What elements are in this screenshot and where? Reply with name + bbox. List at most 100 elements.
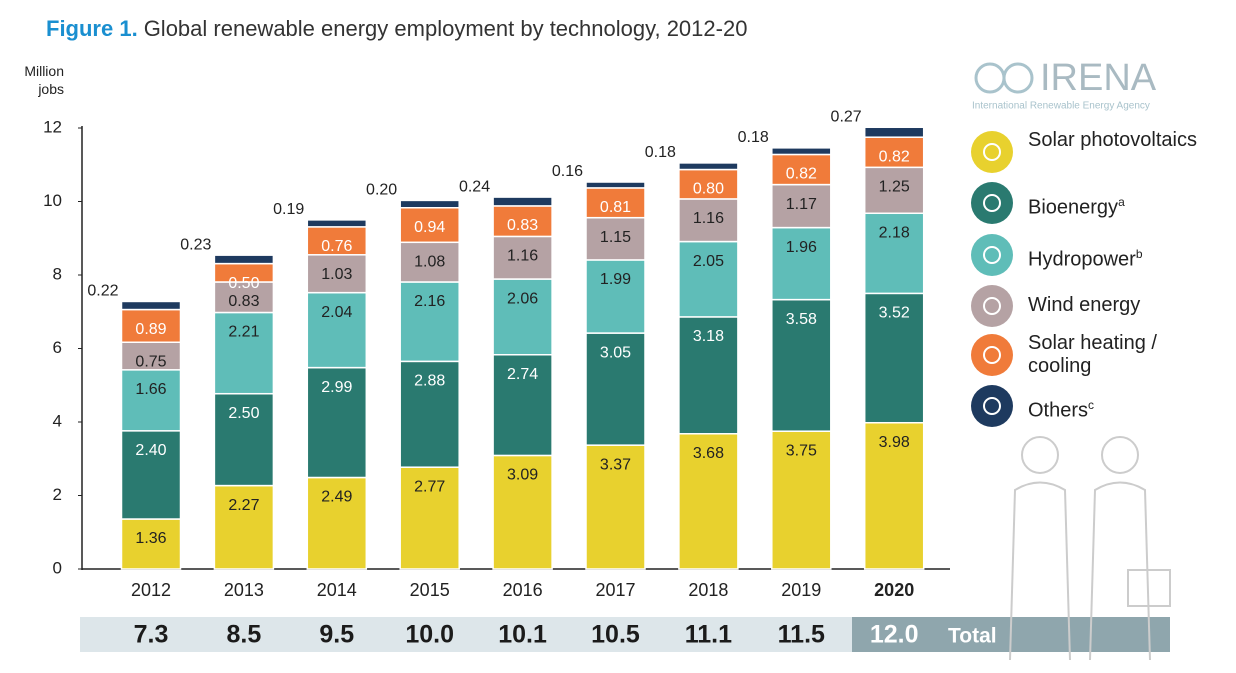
bar-segment	[863, 212, 925, 295]
value-label: 2.88	[414, 373, 445, 390]
value-label: 0.80	[693, 181, 724, 198]
bar-segment	[771, 298, 832, 432]
value-label: 3.58	[786, 311, 817, 328]
value-label: 3.68	[693, 445, 724, 462]
bar-segment	[306, 291, 368, 369]
bar-segment	[678, 316, 739, 435]
y-axis-label: Million jobs	[24, 63, 64, 97]
bar-segment	[120, 430, 182, 520]
bar-segment	[678, 162, 739, 171]
x-tick-label: 2018	[688, 580, 728, 600]
value-label: 1.03	[321, 266, 352, 283]
value-label: 1.16	[507, 248, 538, 265]
bar-segment	[399, 466, 460, 570]
value-label: 2.04	[321, 304, 352, 321]
value-label: 1.36	[135, 530, 166, 547]
total-value: 11.5	[778, 621, 825, 649]
value-label: 2.99	[321, 379, 352, 396]
value-label: 3.37	[600, 456, 631, 473]
title-prefix: Figure 1.	[46, 16, 138, 41]
bar-segment	[213, 281, 275, 314]
bar-segment	[678, 240, 739, 318]
bar-segment	[771, 183, 832, 229]
value-label: 1.25	[879, 179, 910, 196]
total-value: 8.5	[227, 621, 262, 649]
x-tick-label: 2020	[874, 580, 914, 600]
x-tick-label: 2012	[131, 580, 171, 600]
bar-segment	[306, 254, 368, 294]
value-label: 3.98	[879, 434, 910, 451]
legend-icon	[983, 397, 1001, 415]
y-tick-label: 8	[53, 264, 62, 283]
value-label: 0.50	[228, 275, 259, 292]
legend-entry: Solar photovoltaics	[1028, 129, 1198, 152]
value-label: 2.50	[228, 405, 259, 422]
value-label: 0.16	[552, 163, 583, 180]
legend-swatch	[971, 285, 1013, 327]
bar-segment	[863, 126, 925, 138]
bar-segment	[678, 198, 739, 243]
bar-segment	[678, 168, 739, 200]
value-label: 0.18	[645, 144, 676, 161]
legend-entry: Othersc	[1028, 394, 1198, 423]
total-value: 7.3	[134, 621, 169, 649]
totals-label: Total	[948, 625, 997, 648]
value-label: 2.06	[507, 290, 538, 307]
value-label: 2.40	[135, 442, 166, 459]
legend-icon	[983, 346, 1001, 364]
bar-segment	[306, 476, 368, 570]
value-label: 2.74	[507, 366, 538, 383]
bar-segment	[771, 147, 832, 156]
y-tick-label: 4	[53, 411, 62, 430]
value-label: 0.20	[366, 182, 397, 199]
bar-segment	[585, 444, 646, 570]
value-label: 3.18	[693, 328, 724, 345]
value-label: 3.52	[879, 305, 910, 322]
value-label: 2.16	[414, 293, 445, 310]
bar-segment	[306, 219, 368, 228]
bar-segment	[771, 430, 832, 570]
value-label: 0.23	[180, 236, 211, 253]
value-label: 0.83	[507, 217, 538, 234]
value-label: 0.18	[738, 129, 769, 146]
legend-text: Solar heating / cooling	[1028, 332, 1157, 377]
value-label: 0.75	[135, 353, 166, 370]
value-label: 3.75	[786, 442, 817, 459]
legend-icon	[983, 194, 1001, 212]
bar-segment	[399, 281, 460, 363]
bar-segment	[863, 292, 925, 424]
value-label: 0.24	[459, 178, 490, 195]
total-value: 11.1	[685, 621, 732, 649]
legend-swatch	[971, 131, 1013, 173]
bar-segment	[585, 259, 646, 334]
bar-segment	[585, 216, 646, 261]
value-label: 0.27	[831, 108, 862, 125]
bar-segment	[492, 454, 553, 570]
value-label: 0.94	[414, 219, 445, 236]
legend-text: Wind energy	[1028, 294, 1141, 316]
legend-swatch	[971, 182, 1013, 224]
bar-segment	[585, 181, 646, 189]
value-label: 2.21	[228, 324, 259, 341]
y-tick-label: 6	[53, 338, 62, 357]
legend-swatch	[971, 385, 1013, 427]
total-value: 9.5	[319, 621, 354, 649]
totals-strip	[80, 617, 852, 652]
bar-segment	[120, 308, 182, 344]
chart-title: Figure 1. Global renewable energy employm…	[46, 16, 747, 41]
bar-segment	[399, 206, 460, 244]
value-label: 0.82	[786, 166, 817, 183]
legend-footnote: b	[1135, 247, 1143, 261]
value-label: 2.18	[879, 224, 910, 241]
value-label: 2.05	[693, 253, 724, 270]
bar-segment	[213, 254, 275, 265]
value-label: 2.49	[321, 489, 352, 506]
bar-segment	[213, 392, 275, 487]
value-label: 2.27	[228, 497, 259, 514]
x-tick-label: 2014	[317, 580, 357, 600]
logo-globe	[974, 62, 1034, 94]
total-value: 10.0	[405, 621, 454, 649]
x-tick-label: 2017	[595, 580, 635, 600]
